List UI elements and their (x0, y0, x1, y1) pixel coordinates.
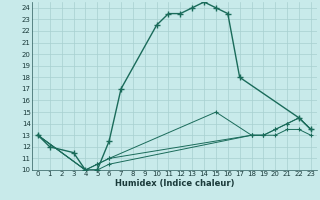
X-axis label: Humidex (Indice chaleur): Humidex (Indice chaleur) (115, 179, 234, 188)
